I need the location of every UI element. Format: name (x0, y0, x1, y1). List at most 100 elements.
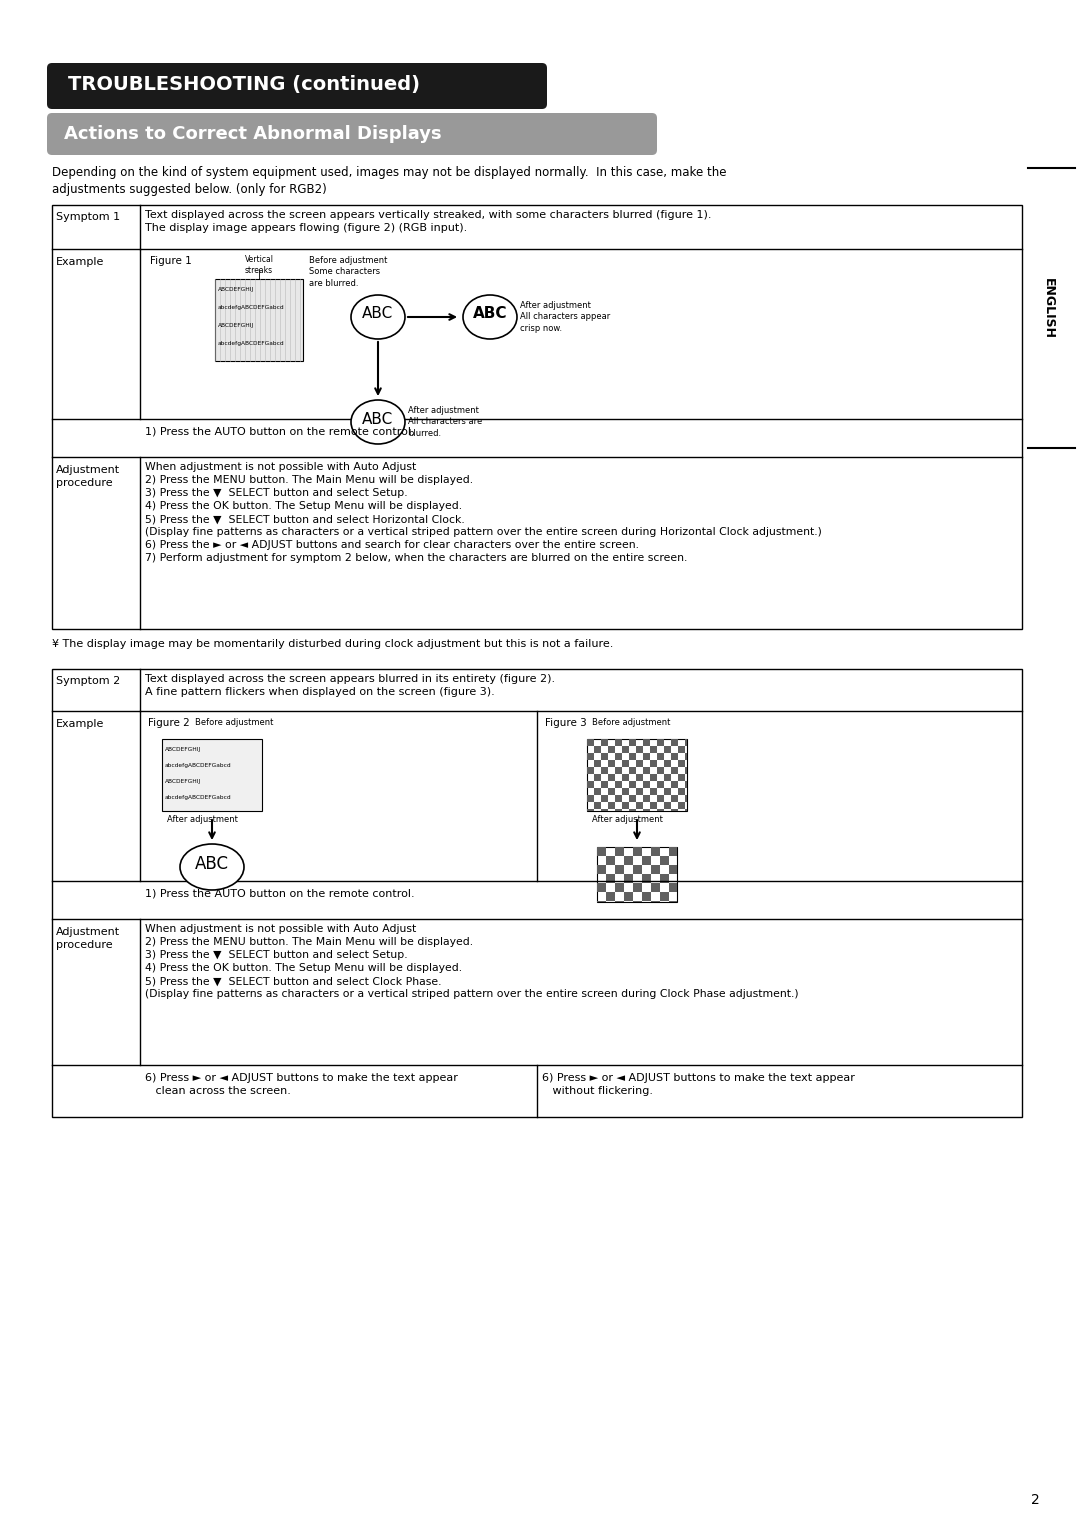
Text: abcdefgABCDEFGabcd: abcdefgABCDEFGabcd (218, 306, 285, 310)
Bar (594, 775, 600, 781)
FancyBboxPatch shape (48, 63, 546, 108)
Bar (678, 759, 685, 767)
Text: Text displayed across the screen appears vertically streaked, with some characte: Text displayed across the screen appears… (145, 209, 712, 232)
Bar (636, 802, 643, 808)
Bar (606, 874, 615, 883)
Bar (636, 775, 643, 781)
Text: Symptom 1: Symptom 1 (56, 212, 120, 222)
Bar (664, 759, 671, 767)
Bar (685, 740, 687, 746)
Bar (678, 802, 685, 808)
Bar (624, 874, 633, 883)
Text: ENGLISH: ENGLISH (1041, 278, 1054, 339)
Bar (600, 740, 608, 746)
Bar (622, 788, 629, 795)
Bar (615, 795, 622, 802)
Bar (594, 759, 600, 767)
Bar (215, 280, 303, 361)
Text: Before adjustment: Before adjustment (592, 718, 671, 727)
Bar (650, 775, 657, 781)
Bar (650, 759, 657, 767)
Bar (657, 808, 664, 811)
Bar (651, 865, 660, 874)
Text: ABCDEFGHIJ: ABCDEFGHIJ (218, 322, 254, 329)
Bar (660, 874, 669, 883)
Bar (608, 746, 615, 753)
Bar (685, 808, 687, 811)
Text: Figure 2: Figure 2 (148, 718, 190, 727)
Bar (629, 753, 636, 759)
Bar (657, 740, 664, 746)
Bar (622, 746, 629, 753)
Bar (636, 788, 643, 795)
Bar (615, 847, 624, 856)
Bar (685, 753, 687, 759)
Text: 2: 2 (1030, 1493, 1039, 1507)
Bar (678, 746, 685, 753)
Bar (600, 767, 608, 775)
Bar (597, 883, 606, 892)
Bar (624, 892, 633, 902)
Bar (642, 856, 651, 865)
Bar (608, 775, 615, 781)
Text: ABC: ABC (363, 411, 393, 426)
Bar (633, 847, 642, 856)
Bar (671, 740, 678, 746)
Bar (642, 892, 651, 902)
Bar (608, 759, 615, 767)
Text: After adjustment: After adjustment (592, 814, 663, 824)
Bar (615, 883, 624, 892)
Bar (671, 781, 678, 788)
Bar (588, 740, 687, 811)
Bar (615, 781, 622, 788)
Bar (52, 669, 1022, 1117)
Bar (606, 892, 615, 902)
Bar (671, 808, 678, 811)
Text: ABCDEFGHIJ: ABCDEFGHIJ (218, 287, 254, 292)
Text: ABC: ABC (363, 307, 393, 321)
Bar (643, 781, 650, 788)
Bar (643, 795, 650, 802)
Bar (664, 746, 671, 753)
Bar (657, 753, 664, 759)
Bar (622, 775, 629, 781)
Bar (588, 740, 594, 746)
Bar (636, 746, 643, 753)
FancyBboxPatch shape (48, 113, 657, 154)
Text: When adjustment is not possible with Auto Adjust
2) Press the MENU button. The M: When adjustment is not possible with Aut… (145, 924, 798, 999)
Text: 6) Press ► or ◄ ADJUST buttons to make the text appear
   without flickering.: 6) Press ► or ◄ ADJUST buttons to make t… (542, 1073, 855, 1096)
Text: TROUBLESHOOTING (continued): TROUBLESHOOTING (continued) (68, 75, 420, 95)
Bar (669, 865, 677, 874)
Bar (629, 808, 636, 811)
Bar (669, 883, 677, 892)
Text: ¥ The display image may be momentarily disturbed during clock adjustment but thi: ¥ The display image may be momentarily d… (52, 639, 613, 649)
Bar (615, 753, 622, 759)
Bar (594, 802, 600, 808)
Text: Adjustment
procedure: Adjustment procedure (56, 927, 120, 950)
Bar (633, 865, 642, 874)
Bar (685, 781, 687, 788)
Bar (664, 775, 671, 781)
Bar (608, 802, 615, 808)
Bar (671, 795, 678, 802)
Text: Example: Example (56, 720, 105, 729)
Text: 1) Press the AUTO button on the remote control.: 1) Press the AUTO button on the remote c… (145, 888, 415, 898)
Bar (588, 767, 594, 775)
Text: Before adjustment: Before adjustment (195, 718, 273, 727)
Bar (657, 795, 664, 802)
Text: abcdefgABCDEFGabcd: abcdefgABCDEFGabcd (165, 762, 231, 769)
Text: abcdefgABCDEFGabcd: abcdefgABCDEFGabcd (218, 341, 285, 345)
Bar (643, 740, 650, 746)
Bar (594, 746, 600, 753)
Bar (664, 788, 671, 795)
Bar (651, 847, 660, 856)
Bar (685, 767, 687, 775)
Bar (643, 767, 650, 775)
Bar (588, 795, 594, 802)
Bar (657, 781, 664, 788)
Text: ABC: ABC (195, 856, 229, 872)
Text: Symptom 2: Symptom 2 (56, 675, 120, 686)
Bar (597, 865, 606, 874)
Bar (636, 759, 643, 767)
Bar (606, 856, 615, 865)
